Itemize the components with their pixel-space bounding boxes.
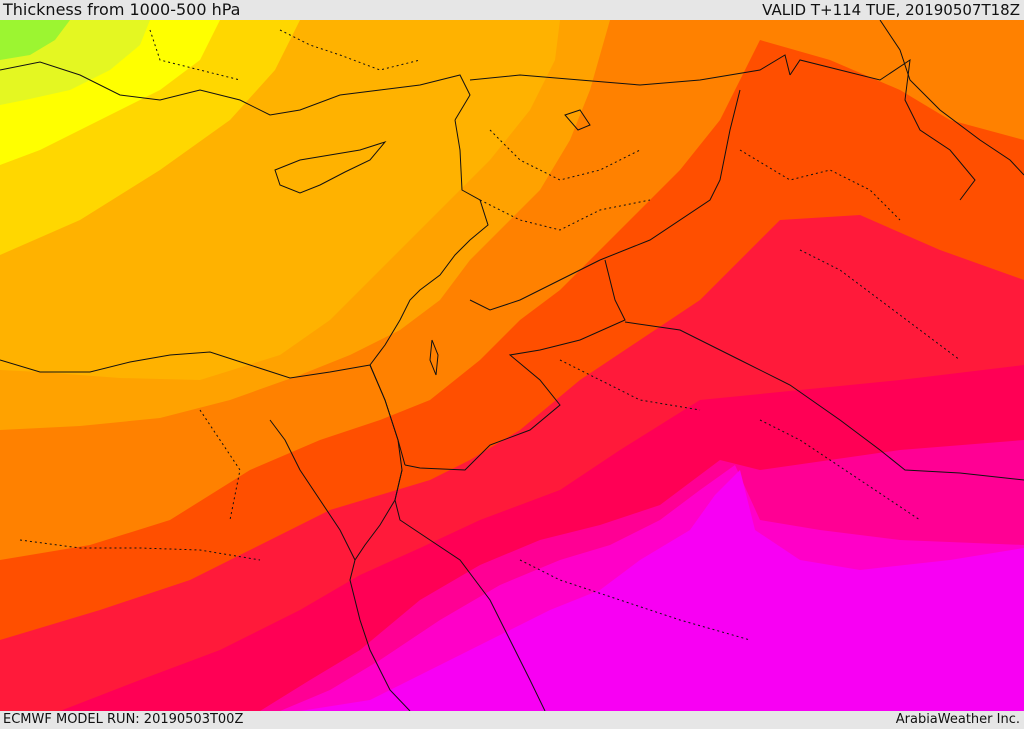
border-iraq-saudi	[624, 321, 1024, 481]
border-egypt-israel	[369, 364, 406, 466]
coast-egypt-north	[0, 351, 371, 379]
province-egypt-1	[19, 539, 261, 561]
footer-bar: ECMWF MODEL RUN: 20190503T00Z ArabiaWeat…	[0, 711, 1024, 729]
coast-suez-gulf	[269, 419, 356, 561]
province-borders	[19, 29, 961, 641]
band-fuchsia	[300, 470, 1024, 711]
province-turkey-2	[149, 29, 241, 81]
map-title: Thickness from 1000-500 hPa	[3, 0, 241, 19]
border-iraq-iran	[789, 58, 976, 201]
coast-dead-sea	[429, 339, 439, 376]
borders	[369, 54, 1024, 481]
credit-label: ArabiaWeather Inc.	[895, 712, 1020, 727]
model-run-label: ECMWF MODEL RUN: 20190503T00Z	[3, 712, 244, 727]
province-saudi-2	[519, 559, 751, 641]
coast-aqaba-gulf	[394, 469, 546, 711]
thickness-map	[0, 20, 1024, 711]
coast-cyprus	[274, 141, 387, 194]
border-jordan-syria	[469, 259, 601, 311]
coastlines	[0, 20, 1024, 711]
border-syria-turkey	[469, 54, 791, 86]
header-bar: Thickness from 1000-500 hPa VALID T+114 …	[0, 0, 1024, 20]
province-iraq-2	[799, 249, 961, 361]
coast-persian-gulf	[879, 20, 1024, 176]
coast-lake-tharthar	[564, 109, 591, 131]
band-green	[0, 20, 70, 60]
coast-turkey-south	[0, 61, 471, 121]
border-jordan-saudi	[404, 259, 626, 471]
province-syria-2	[479, 199, 651, 231]
coast-levant	[369, 119, 489, 366]
border-syria-iraq	[599, 89, 741, 261]
valid-time-label: VALID T+114 TUE, 20190507T18Z	[762, 1, 1020, 19]
province-saudi-3	[759, 419, 921, 521]
province-turkey-1	[279, 29, 421, 71]
